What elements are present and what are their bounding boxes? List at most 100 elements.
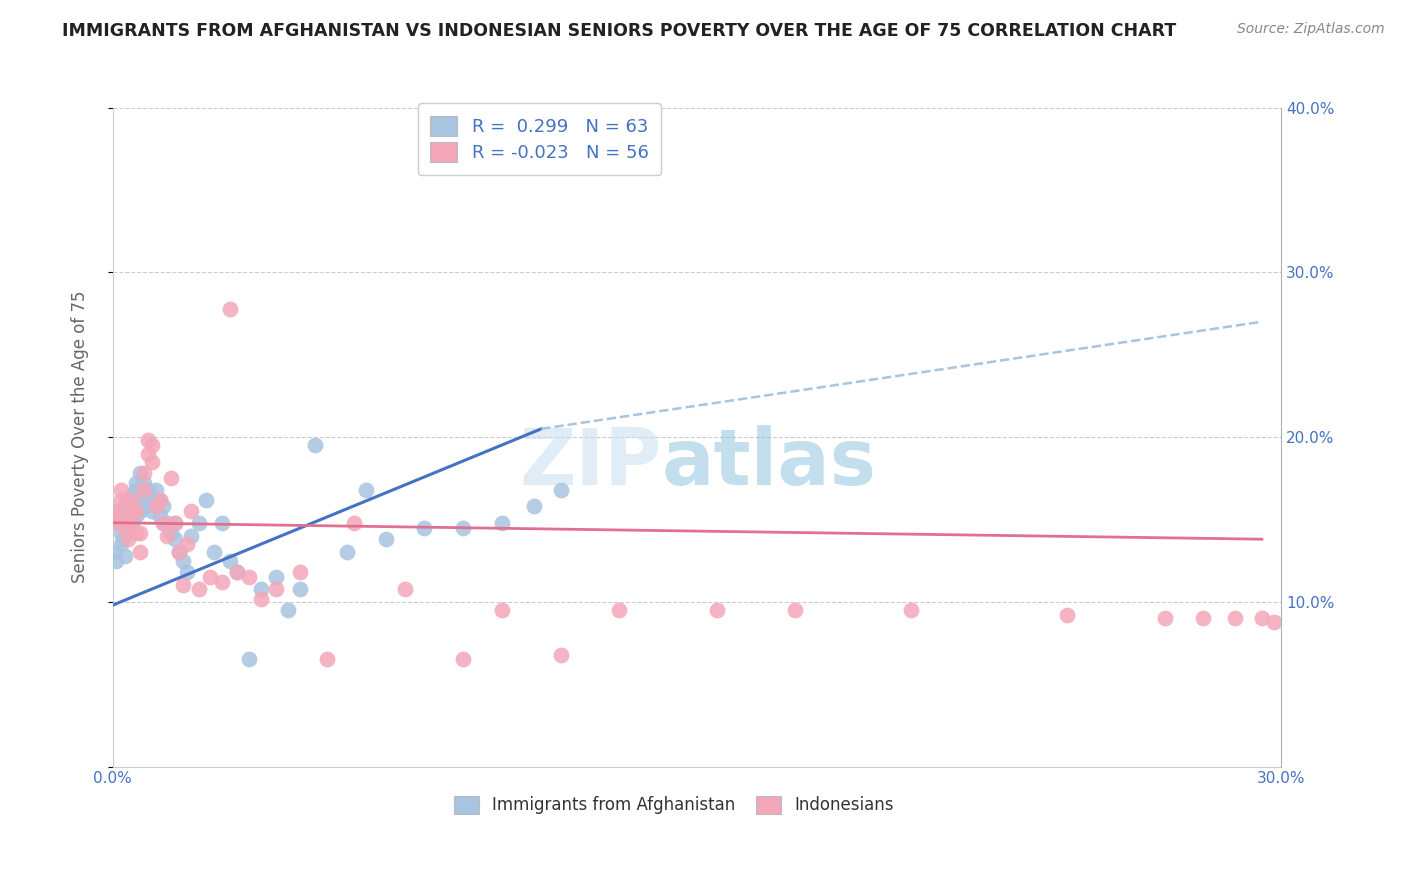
Point (277, 603, 299, 617)
Legend: Immigrants from Afghanistan, Indonesians: Immigrants from Afghanistan, Indonesians (447, 789, 900, 821)
Point (1153, 611, 1175, 625)
Point (195, 492, 218, 507)
Point (288, 565, 311, 579)
Point (136, 446, 159, 460)
Point (176, 537, 198, 551)
Point (1056, 607, 1078, 622)
Point (316, 652, 339, 666)
Point (250, 582, 273, 596)
Point (1192, 611, 1215, 625)
Point (706, 603, 728, 617)
Point (121, 488, 143, 502)
Point (129, 545, 152, 559)
Point (165, 516, 187, 530)
Point (211, 516, 233, 530)
Point (115, 496, 138, 510)
Point (145, 500, 167, 514)
Point (152, 516, 174, 530)
Point (114, 512, 136, 526)
Point (1263, 615, 1285, 629)
Point (167, 545, 190, 559)
Point (117, 532, 139, 546)
Point (218, 301, 240, 316)
Point (453, 521, 475, 535)
Point (125, 504, 148, 518)
Point (141, 455, 163, 469)
Point (165, 516, 187, 530)
Point (180, 504, 202, 518)
Point (783, 603, 806, 617)
Point (129, 467, 152, 481)
Point (104, 545, 127, 559)
Point (266, 570, 288, 584)
Point (132, 483, 155, 497)
Point (107, 504, 129, 518)
Point (111, 532, 134, 546)
Text: ZIP: ZIP (520, 425, 662, 501)
Point (107, 516, 129, 530)
Point (343, 516, 366, 530)
Point (167, 545, 190, 559)
Point (149, 492, 172, 507)
Point (218, 553, 240, 567)
Point (354, 483, 377, 497)
Point (453, 652, 475, 666)
Point (114, 500, 136, 514)
Point (152, 516, 174, 530)
Point (180, 529, 202, 543)
Point (156, 529, 179, 543)
Point (413, 521, 436, 535)
Point (160, 471, 183, 485)
Point (117, 516, 139, 530)
Point (105, 516, 128, 530)
Point (129, 488, 152, 502)
Point (149, 509, 172, 524)
Point (176, 565, 198, 579)
Point (172, 578, 194, 592)
Point (238, 652, 260, 666)
Point (132, 476, 155, 491)
Point (152, 500, 174, 514)
Text: atlas: atlas (662, 425, 877, 501)
Point (374, 532, 396, 546)
Point (132, 492, 155, 507)
Point (110, 483, 132, 497)
Point (160, 525, 183, 540)
Point (1251, 611, 1274, 625)
Point (238, 570, 260, 584)
Point (132, 500, 155, 514)
Point (226, 565, 249, 579)
Point (304, 438, 326, 452)
Point (491, 603, 513, 617)
Point (110, 525, 132, 540)
Point (550, 483, 572, 497)
Point (141, 438, 163, 452)
Point (141, 492, 163, 507)
Point (104, 553, 127, 567)
Point (132, 467, 155, 481)
Point (226, 565, 249, 579)
Point (125, 483, 148, 497)
Point (117, 521, 139, 535)
Point (145, 500, 167, 514)
Point (145, 483, 167, 497)
Point (121, 492, 143, 507)
Point (607, 603, 630, 617)
Point (335, 545, 357, 559)
Point (136, 496, 159, 510)
Point (121, 516, 143, 530)
Point (172, 553, 194, 567)
Point (187, 516, 209, 530)
Point (141, 504, 163, 518)
Point (125, 476, 148, 491)
Point (121, 500, 143, 514)
Point (288, 582, 311, 596)
Point (121, 509, 143, 524)
Point (120, 492, 142, 507)
Point (156, 516, 179, 530)
Point (394, 582, 416, 596)
Point (114, 549, 136, 563)
Point (200, 570, 222, 584)
Point (136, 434, 159, 448)
Point (125, 509, 148, 524)
